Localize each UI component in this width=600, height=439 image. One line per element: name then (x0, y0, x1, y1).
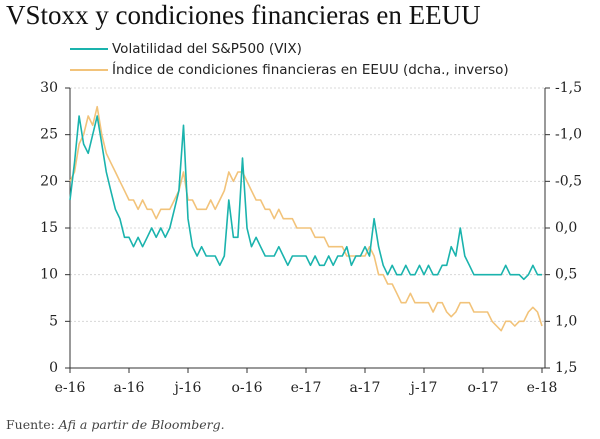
x-tick-label: e-18 (527, 380, 558, 396)
y-tick-label: 15 (40, 220, 58, 236)
y-tick-label: 20 (40, 173, 58, 189)
x-tick-label: a-17 (350, 380, 381, 396)
source: Fuente: Afi a partir de Bloomberg. (6, 417, 225, 432)
y2-tick-label: 0,5 (555, 267, 577, 283)
x-tick-label: j-17 (409, 380, 438, 396)
y-tick-label: 0 (49, 360, 58, 376)
y2-tick-label: 0,0 (555, 220, 577, 236)
source-label: Fuente: (6, 417, 55, 432)
x-tick-label: j-16 (173, 380, 202, 396)
y2-tick-label: -1,0 (555, 127, 582, 143)
x-tick-label: o-17 (468, 380, 499, 396)
y2-tick-label: 1,5 (555, 360, 577, 376)
y-tick-label: 25 (40, 127, 58, 143)
x-tick-label: o-16 (232, 380, 263, 396)
y-tick-label: 5 (49, 313, 58, 329)
chart-title: VStoxx y condiciones financieras en EEUU (6, 0, 481, 30)
y2-tick-label: -1,5 (555, 80, 582, 96)
x-tick-label: a-16 (114, 380, 145, 396)
x-tick-label: e-17 (291, 380, 322, 396)
series-line (69, 115, 542, 281)
series-line (69, 105, 543, 332)
y-tick-label: 30 (40, 80, 58, 96)
y2-tick-label: -0,5 (555, 173, 582, 189)
legend-label: Índice de condiciones financieras en EEU… (112, 61, 509, 78)
source-text: Afi a partir de Bloomberg. (58, 417, 225, 432)
y2-tick-label: 1,0 (555, 313, 577, 329)
legend-label: Volatilidad del S&P500 (VIX) (112, 41, 302, 57)
y-tick-label: 10 (40, 267, 58, 283)
x-tick-label: e-16 (55, 380, 86, 396)
